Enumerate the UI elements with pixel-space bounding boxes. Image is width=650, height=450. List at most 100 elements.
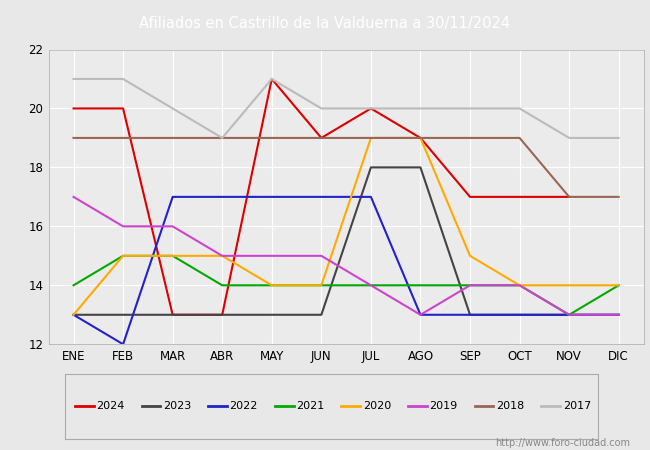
Line: 2021: 2021 xyxy=(73,256,619,315)
Line: 2018: 2018 xyxy=(73,138,619,197)
2022 xyxy=(268,194,276,200)
2020 xyxy=(466,253,474,259)
2019 xyxy=(218,253,226,259)
2024 xyxy=(466,194,474,200)
Text: 2021: 2021 xyxy=(296,401,324,411)
2017 xyxy=(70,76,77,82)
2022 xyxy=(367,194,375,200)
2023 xyxy=(169,312,177,318)
2020 xyxy=(317,283,325,288)
2024 xyxy=(70,106,77,111)
2017 xyxy=(417,106,424,111)
Text: 2019: 2019 xyxy=(430,401,458,411)
2022 xyxy=(70,312,77,318)
Text: 2024: 2024 xyxy=(96,401,125,411)
2022 xyxy=(566,312,573,318)
2024 xyxy=(268,76,276,82)
2018 xyxy=(615,194,623,200)
2023 xyxy=(466,312,474,318)
2020 xyxy=(169,253,177,259)
2019 xyxy=(70,194,77,200)
2019 xyxy=(466,283,474,288)
2020 xyxy=(268,283,276,288)
2023 xyxy=(515,312,523,318)
2019 xyxy=(317,253,325,259)
2023 xyxy=(615,312,623,318)
2021 xyxy=(317,283,325,288)
2017 xyxy=(317,106,325,111)
2019 xyxy=(515,283,523,288)
2021 xyxy=(466,283,474,288)
2019 xyxy=(417,312,424,318)
2024 xyxy=(218,312,226,318)
2022 xyxy=(615,312,623,318)
Line: 2019: 2019 xyxy=(73,197,619,315)
2018 xyxy=(119,135,127,141)
2021 xyxy=(417,283,424,288)
Text: 2020: 2020 xyxy=(363,401,391,411)
Line: 2022: 2022 xyxy=(73,197,619,344)
2019 xyxy=(566,312,573,318)
2024 xyxy=(417,135,424,141)
2023 xyxy=(566,312,573,318)
2020 xyxy=(566,283,573,288)
Text: 2023: 2023 xyxy=(163,401,191,411)
2018 xyxy=(169,135,177,141)
2021 xyxy=(169,253,177,259)
2019 xyxy=(615,312,623,318)
2020 xyxy=(515,283,523,288)
2018 xyxy=(417,135,424,141)
2018 xyxy=(268,135,276,141)
2018 xyxy=(317,135,325,141)
2022 xyxy=(119,342,127,347)
2021 xyxy=(515,283,523,288)
2017 xyxy=(169,106,177,111)
2017 xyxy=(466,106,474,111)
2022 xyxy=(218,194,226,200)
2021 xyxy=(367,283,375,288)
2017 xyxy=(218,135,226,141)
2022 xyxy=(466,312,474,318)
2024 xyxy=(367,106,375,111)
2018 xyxy=(367,135,375,141)
2019 xyxy=(268,253,276,259)
2020 xyxy=(119,253,127,259)
2018 xyxy=(70,135,77,141)
2018 xyxy=(218,135,226,141)
2021 xyxy=(566,312,573,318)
2018 xyxy=(466,135,474,141)
2021 xyxy=(615,283,623,288)
2017 xyxy=(515,106,523,111)
2023 xyxy=(70,312,77,318)
2017 xyxy=(268,76,276,82)
2022 xyxy=(317,194,325,200)
2023 xyxy=(317,312,325,318)
2022 xyxy=(515,312,523,318)
2017 xyxy=(119,76,127,82)
2024 xyxy=(566,194,573,200)
Text: 2018: 2018 xyxy=(496,401,525,411)
2017 xyxy=(615,135,623,141)
2021 xyxy=(268,283,276,288)
2019 xyxy=(169,224,177,229)
2021 xyxy=(70,283,77,288)
2024 xyxy=(169,312,177,318)
Text: Afiliados en Castrillo de la Valduerna a 30/11/2024: Afiliados en Castrillo de la Valduerna a… xyxy=(140,16,510,31)
2019 xyxy=(119,224,127,229)
Text: 2017: 2017 xyxy=(563,401,591,411)
Text: http://www.foro-ciudad.com: http://www.foro-ciudad.com xyxy=(495,438,630,448)
2023 xyxy=(119,312,127,318)
2023 xyxy=(417,165,424,170)
2018 xyxy=(515,135,523,141)
2017 xyxy=(566,135,573,141)
Line: 2017: 2017 xyxy=(73,79,619,138)
Line: 2024: 2024 xyxy=(73,79,569,315)
2022 xyxy=(169,194,177,200)
2020 xyxy=(367,135,375,141)
Line: 2020: 2020 xyxy=(73,138,619,315)
2020 xyxy=(218,253,226,259)
2020 xyxy=(615,283,623,288)
Line: 2023: 2023 xyxy=(73,167,619,315)
2022 xyxy=(417,312,424,318)
2018 xyxy=(566,194,573,200)
